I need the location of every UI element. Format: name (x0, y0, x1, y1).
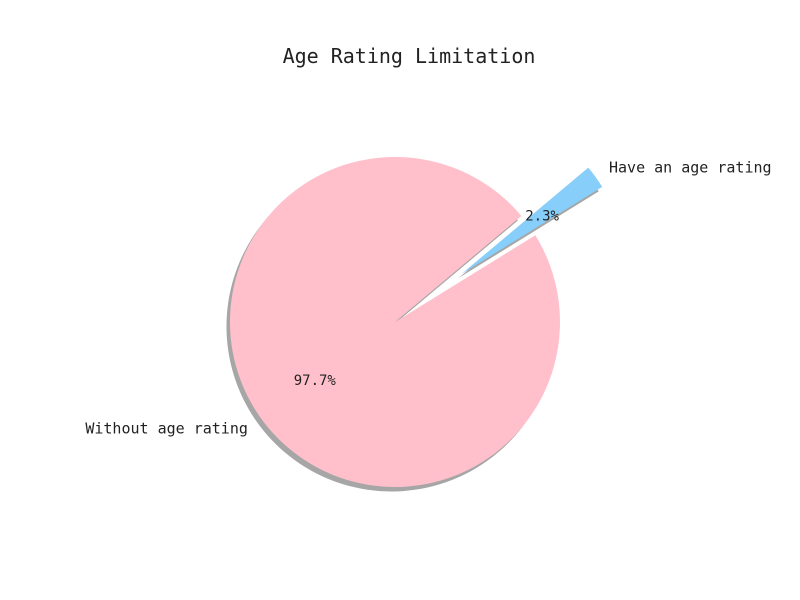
slice-label-have-an-age-rating: Have an age rating (609, 158, 772, 176)
slice-value-label-have-an-age-rating: 2.3% (525, 209, 559, 225)
pie-labels: Without age rating 97.7% Have an age ratin… (85, 158, 771, 437)
pie-slice-without-age-rating (229, 156, 560, 487)
pie-slice-have-an-age-rating (461, 167, 603, 274)
pie-slices (229, 156, 603, 487)
chart-title: Age Rating Limitation (283, 44, 536, 68)
slice-value-label-without-age-rating: 97.7% (294, 373, 337, 389)
slice-label-without-age-rating: Without age rating (85, 419, 248, 437)
